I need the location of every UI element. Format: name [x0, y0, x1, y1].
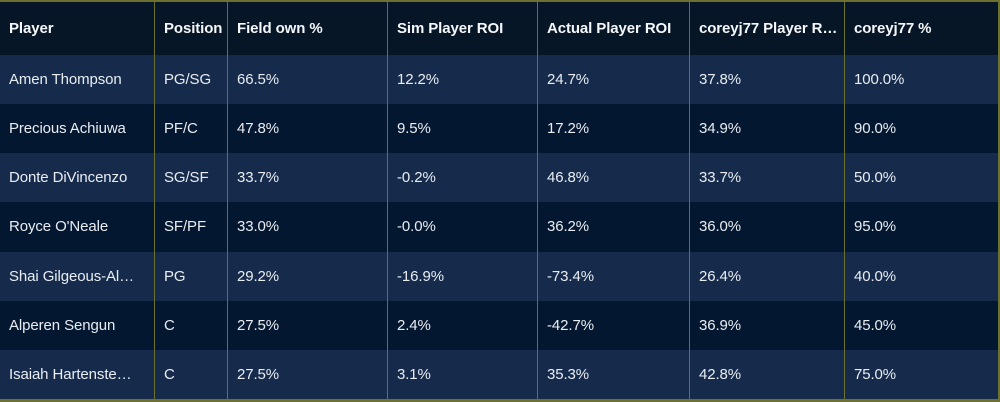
cell-actual-roi: -42.7% [538, 300, 690, 350]
cell-actual-roi: -73.4% [538, 251, 690, 301]
cell-player: Amen Thompson [0, 55, 155, 105]
cell-coreyj77-roi: 36.9% [690, 300, 845, 350]
table-body: Amen Thompson PG/SG 66.5% 12.2% 24.7% 37… [0, 55, 998, 399]
cell-actual-roi: 35.3% [538, 349, 690, 399]
cell-player: Donte DiVincenzo [0, 153, 155, 203]
cell-coreyj77-pct: 40.0% [854, 267, 897, 285]
cell-coreyj77-pct: 45.0% [854, 316, 897, 334]
cell-field-own: 27.5% [228, 300, 388, 350]
cell-position: PG/SG [155, 55, 228, 105]
header-row: Player Position Field own % Sim Player R… [0, 2, 998, 55]
cell-player: Shai Gilgeous-Al… [0, 251, 155, 301]
cell-sim-roi: 2.4% [388, 300, 538, 350]
column-header-field-own[interactable]: Field own % [228, 2, 388, 55]
cell-coreyj77-roi: 42.8% [690, 349, 845, 399]
cell-field-own: 33.7% [228, 153, 388, 203]
cell-coreyj77-roi: 26.4% [690, 251, 845, 301]
cell-coreyj77-roi: 33.7% [690, 153, 845, 203]
column-header-coreyj77-pct[interactable]: coreyj77 % [854, 20, 932, 37]
table-row[interactable]: Amen Thompson PG/SG 66.5% 12.2% 24.7% 37… [0, 55, 998, 105]
table-row[interactable]: Isaiah Hartenste… C 27.5% 3.1% 35.3% 42.… [0, 349, 998, 399]
cell-sim-roi: 12.2% [388, 55, 538, 105]
cell-coreyj77-roi: 37.8% [690, 55, 845, 105]
cell-sim-roi: -0.2% [388, 153, 538, 203]
cell-coreyj77-roi: 36.0% [690, 202, 845, 252]
column-header-coreyj77-roi[interactable]: coreyj77 Player R… [690, 2, 845, 55]
cell-player: Alperen Sengun [0, 300, 155, 350]
cell-position: C [155, 300, 228, 350]
cell-player: Royce O'Neale [0, 202, 155, 252]
cell-actual-roi: 17.2% [538, 104, 690, 154]
cell-actual-roi: 24.7% [538, 55, 690, 105]
column-header-player[interactable]: Player [0, 2, 155, 55]
cell-field-own: 33.0% [228, 202, 388, 252]
cell-field-own: 47.8% [228, 104, 388, 154]
cell-coreyj77-pct: 50.0% [854, 169, 897, 187]
cell-sim-roi: -0.0% [388, 202, 538, 252]
cell-field-own: 66.5% [228, 55, 388, 105]
table-row[interactable]: Donte DiVincenzo SG/SF 33.7% -0.2% 46.8%… [0, 153, 998, 203]
cell-position: C [155, 349, 228, 399]
column-header-position[interactable]: Position [155, 2, 228, 55]
table-row[interactable]: Royce O'Neale SF/PF 33.0% -0.0% 36.2% 36… [0, 202, 998, 252]
cell-coreyj77-roi: 34.9% [690, 104, 845, 154]
table-row[interactable]: Alperen Sengun C 27.5% 2.4% -42.7% 36.9%… [0, 300, 998, 350]
cell-field-own: 27.5% [228, 349, 388, 399]
table-row[interactable]: Precious Achiuwa PF/C 47.8% 9.5% 17.2% 3… [0, 104, 998, 154]
cell-coreyj77-pct: 95.0% [854, 218, 897, 236]
cell-sim-roi: 3.1% [388, 349, 538, 399]
cell-coreyj77-pct: 100.0% [854, 71, 905, 89]
cell-position: PG [155, 251, 228, 301]
cell-coreyj77-pct: 75.0% [854, 365, 897, 383]
cell-actual-roi: 36.2% [538, 202, 690, 252]
cell-player: Isaiah Hartenste… [0, 349, 155, 399]
cell-field-own: 29.2% [228, 251, 388, 301]
cell-position: SF/PF [155, 202, 228, 252]
cell-position: PF/C [155, 104, 228, 154]
cell-coreyj77-pct: 90.0% [854, 120, 897, 138]
cell-sim-roi: 9.5% [388, 104, 538, 154]
column-header-actual-roi[interactable]: Actual Player ROI [538, 2, 690, 55]
cell-actual-roi: 46.8% [538, 153, 690, 203]
table-row[interactable]: Shai Gilgeous-Al… PG 29.2% -16.9% -73.4%… [0, 251, 998, 301]
cell-position: SG/SF [155, 153, 228, 203]
cell-player: Precious Achiuwa [0, 104, 155, 154]
cell-sim-roi: -16.9% [388, 251, 538, 301]
column-header-sim-roi[interactable]: Sim Player ROI [388, 2, 538, 55]
